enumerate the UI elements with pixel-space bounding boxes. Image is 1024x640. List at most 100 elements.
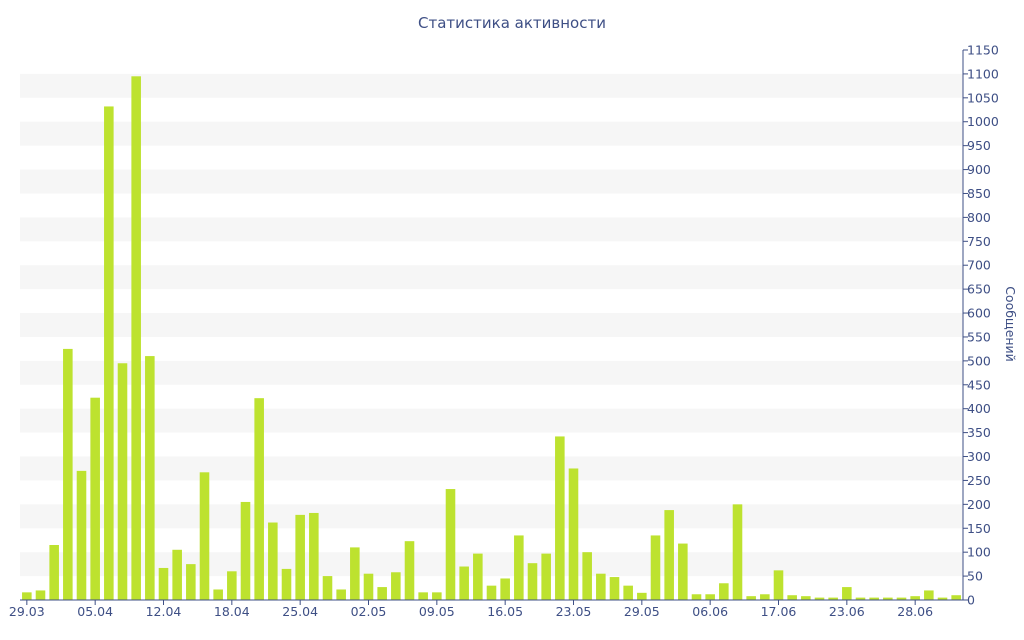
x-tick-label: 29.03 xyxy=(9,604,45,619)
bar xyxy=(391,572,401,600)
bar xyxy=(582,552,592,600)
bar xyxy=(637,592,647,600)
y-tick-label: 300 xyxy=(967,449,991,464)
bar xyxy=(773,570,784,600)
grid-band xyxy=(20,73,963,98)
bar xyxy=(49,545,59,600)
bar xyxy=(937,597,948,600)
x-tick-label: 12.04 xyxy=(146,604,182,619)
bar xyxy=(719,583,729,600)
x-tick-label: 25.04 xyxy=(282,604,318,619)
bar xyxy=(158,567,169,600)
bar xyxy=(459,566,469,600)
y-tick-label: 950 xyxy=(967,138,991,153)
y-tick-label: 650 xyxy=(967,282,991,297)
bar xyxy=(883,597,893,600)
bar xyxy=(117,363,128,600)
bar xyxy=(814,597,825,600)
y-tick-label: 450 xyxy=(967,377,991,392)
bar xyxy=(63,348,73,600)
x-tick-label: 05.04 xyxy=(77,604,113,619)
bar xyxy=(104,106,114,600)
x-tick-label: 28.06 xyxy=(897,604,933,619)
bar xyxy=(76,470,87,600)
grid-band xyxy=(20,313,963,337)
bar xyxy=(527,563,538,600)
x-axis: 29.03 05.04 12.04 18.04 25.04 02.05 09.05 16.05… xyxy=(9,599,963,619)
y-tick-label: 50 xyxy=(967,569,983,584)
bar xyxy=(732,504,743,600)
grid-band xyxy=(20,121,963,146)
bar xyxy=(363,573,374,600)
y-tick-label: 150 xyxy=(967,521,991,536)
bar xyxy=(760,594,770,600)
x-tick-label: 02.05 xyxy=(351,604,387,619)
bar xyxy=(869,597,879,600)
y-tick-label: 1000 xyxy=(967,114,999,129)
bar xyxy=(746,596,756,600)
bar xyxy=(486,585,497,600)
x-tick-label: 06.06 xyxy=(692,604,728,619)
bar xyxy=(418,592,428,600)
bar xyxy=(377,587,387,600)
y-tick-label: 1050 xyxy=(967,90,999,105)
bar xyxy=(404,541,415,600)
chart-title: Статистика активности xyxy=(418,14,606,32)
bar xyxy=(541,553,551,600)
bar xyxy=(514,535,524,600)
bar xyxy=(855,597,866,600)
x-tick-label: 17.06 xyxy=(761,604,797,619)
y-tick-label: 250 xyxy=(967,473,991,488)
bar xyxy=(172,549,182,600)
grid-band xyxy=(20,360,963,385)
grid-band xyxy=(20,265,963,290)
bar xyxy=(650,535,661,600)
grid-band xyxy=(20,217,963,242)
y-tick-label: 1100 xyxy=(967,66,999,81)
y-tick-label: 0 xyxy=(967,593,975,608)
bar xyxy=(131,76,141,601)
bar xyxy=(336,589,346,600)
bar xyxy=(473,553,483,600)
y-tick-label: 1150 xyxy=(967,43,999,58)
grid-band xyxy=(20,504,963,529)
bar xyxy=(500,578,510,600)
y-tick-label: 600 xyxy=(967,306,991,321)
bar xyxy=(924,590,934,600)
bar xyxy=(787,595,797,600)
x-tick-label: 29.05 xyxy=(624,604,660,619)
bar xyxy=(678,543,688,600)
y-tick-label: 850 xyxy=(967,186,991,201)
bar xyxy=(90,397,100,600)
y-axis-title: Сообщений xyxy=(1003,286,1018,362)
bar xyxy=(568,468,579,600)
bar xyxy=(910,596,920,600)
bar xyxy=(268,522,278,600)
y-tick-label: 900 xyxy=(967,162,991,177)
bar xyxy=(254,398,264,600)
y-tick-label: 750 xyxy=(967,234,991,249)
bar xyxy=(186,564,196,600)
grid-band xyxy=(20,169,963,194)
bar xyxy=(828,597,838,600)
bar xyxy=(623,585,633,600)
bar xyxy=(609,577,620,600)
bar xyxy=(350,547,360,600)
bar xyxy=(145,356,155,600)
x-tick-label: 16.05 xyxy=(487,604,523,619)
y-tick-label: 350 xyxy=(967,425,991,440)
y-axis: 0 50 100 150 200 250 300 350 400 450 500 550 600 650 7… xyxy=(962,43,999,608)
bar xyxy=(801,596,811,600)
bar xyxy=(664,510,674,600)
y-tick-label: 100 xyxy=(967,545,991,560)
y-tick-label: 500 xyxy=(967,353,991,368)
bar xyxy=(445,489,456,600)
y-tick-label: 550 xyxy=(967,329,991,344)
y-tick-label: 800 xyxy=(967,210,991,225)
grid-band xyxy=(20,456,963,481)
bar xyxy=(227,571,237,600)
bar xyxy=(22,592,32,600)
x-tick-label: 23.05 xyxy=(556,604,592,619)
bar xyxy=(240,501,251,600)
